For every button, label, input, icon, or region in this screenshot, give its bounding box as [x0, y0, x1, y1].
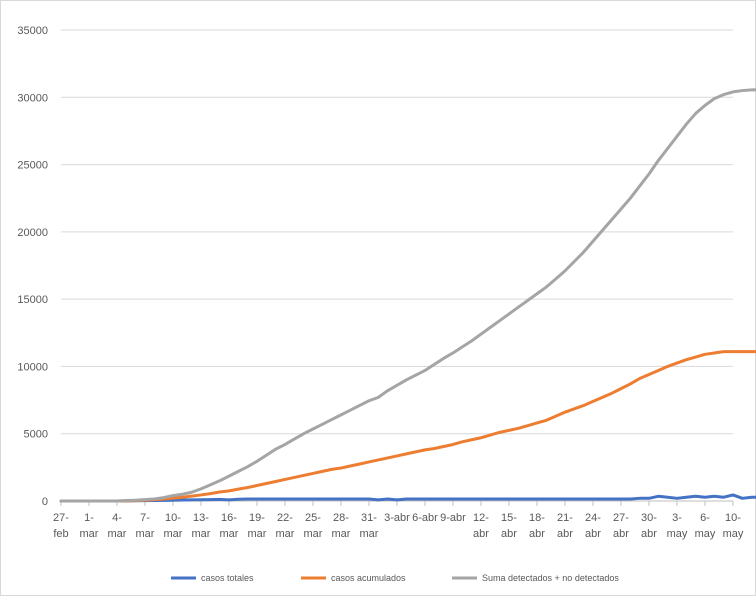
y-tick-label: 15000 [17, 294, 48, 306]
x-tick-label: 6-abr [412, 512, 438, 524]
legend-label: casos acumulados [331, 573, 406, 583]
x-tick-label: 19- [249, 512, 265, 524]
x-tick-label: 9-abr [440, 512, 466, 524]
legend-label: Suma detectados + no detectados [482, 573, 619, 583]
x-tick-label-month: abr [501, 528, 517, 540]
series-line-1 [59, 493, 756, 503]
x-tick-label-month: abr [557, 528, 573, 540]
x-tick-label: 24- [585, 512, 601, 524]
x-tick-label: 12- [473, 512, 489, 524]
x-tick-label-month: mar [220, 528, 239, 540]
x-tick-label: 27- [53, 512, 69, 524]
y-tick-label: 35000 [17, 25, 48, 37]
x-tick-label-month: mar [304, 528, 323, 540]
x-tick-label: 3- [672, 512, 682, 524]
y-tick-label: 0 [42, 496, 48, 508]
x-tick-label: 27- [613, 512, 629, 524]
x-tick-label: 1- [84, 512, 94, 524]
x-tick-label-month: feb [53, 528, 68, 540]
x-tick-label-month: mar [276, 528, 295, 540]
legend-label: casos totales [201, 573, 254, 583]
x-tick-label: 13- [193, 512, 209, 524]
x-tick-label: 10- [165, 512, 181, 524]
x-tick-label-month: mar [108, 528, 127, 540]
x-tick-label-month: mar [360, 528, 379, 540]
x-tick-label: 7- [140, 512, 150, 524]
y-tick-label: 10000 [17, 361, 48, 373]
x-tick-label-month: mar [248, 528, 267, 540]
x-tick-label-month: abr [529, 528, 545, 540]
x-tick-label: 31- [361, 512, 377, 524]
legend: casos totales casos acumulados Suma detect… [171, 573, 619, 583]
x-tick-label: 16- [221, 512, 237, 524]
series-lines [59, 88, 756, 503]
x-tick-label-month: mar [136, 528, 155, 540]
x-tick-label-month: may [695, 528, 716, 540]
x-tick-label-month: mar [192, 528, 211, 540]
gridlines [61, 29, 733, 435]
x-tick-label: 25- [305, 512, 321, 524]
x-tick-label: 6- [700, 512, 710, 524]
x-tick-label-month: abr [641, 528, 657, 540]
y-tick-label: 5000 [24, 429, 48, 441]
series-line-3 [59, 88, 756, 503]
x-axis-tick-labels: 27- feb 1- mar 4- mar 7- mar 10- mar 13- mar 16- mar 1… [53, 512, 744, 540]
x-tick-label: 22- [277, 512, 293, 524]
series-line-2 [59, 350, 756, 503]
x-tick-label: 30- [641, 512, 657, 524]
x-tick-label: 10- [725, 512, 741, 524]
y-axis-tick-labels: 0 5000 10000 15000 20000 25000 30000 35000 [17, 25, 48, 508]
x-tick-label: 3-abr [384, 512, 410, 524]
x-tick-label-month: mar [164, 528, 183, 540]
x-tick-label: 15- [501, 512, 517, 524]
x-tick-label-month: may [667, 528, 688, 540]
x-tick-label-month: abr [585, 528, 601, 540]
x-tick-label-month: may [723, 528, 744, 540]
y-tick-label: 25000 [17, 160, 48, 172]
x-tick-label: 4- [112, 512, 122, 524]
x-tick-label: 18- [529, 512, 545, 524]
x-tick-label-month: abr [613, 528, 629, 540]
x-tick-label-month: abr [473, 528, 489, 540]
x-tick-label: 28- [333, 512, 349, 524]
y-tick-label: 20000 [17, 227, 48, 239]
x-tick-label-month: mar [332, 528, 351, 540]
x-tick-label: 21- [557, 512, 573, 524]
x-tick-label-month: mar [80, 528, 99, 540]
y-tick-label: 30000 [17, 92, 48, 104]
